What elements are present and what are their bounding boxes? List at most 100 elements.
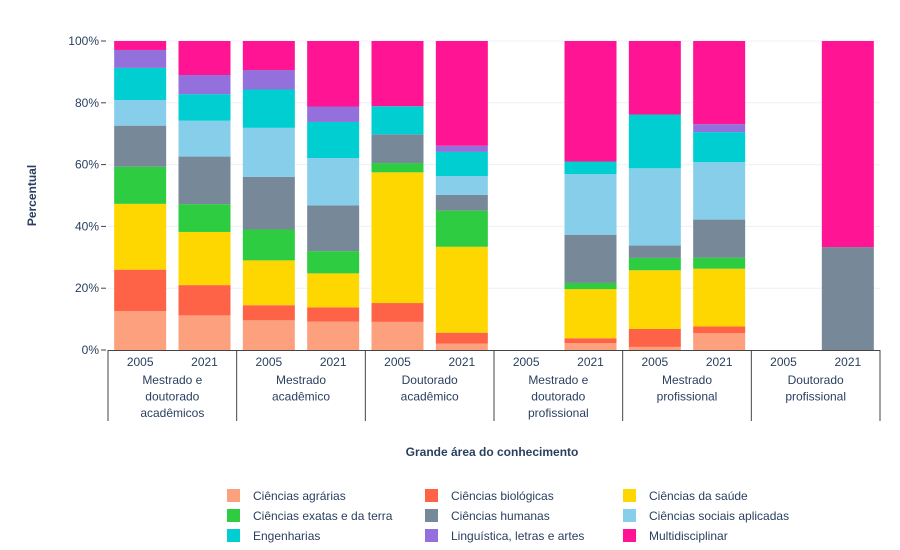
bar-segment bbox=[114, 125, 167, 167]
group-label: Mestrado e bbox=[142, 373, 202, 387]
group-label: acadêmico bbox=[272, 390, 330, 404]
bar-segment bbox=[242, 127, 295, 177]
bar-segment bbox=[693, 124, 746, 133]
bar-segment bbox=[628, 346, 681, 350]
bar-segment bbox=[435, 210, 488, 247]
group-label: profissional bbox=[657, 390, 718, 404]
bar-segment bbox=[693, 268, 746, 327]
y-tick-label: 0% bbox=[82, 343, 100, 357]
bar-segment bbox=[178, 156, 231, 205]
bar-segment bbox=[371, 41, 424, 107]
bar-segment bbox=[693, 41, 746, 125]
bar-segment bbox=[564, 282, 617, 290]
bar-segment bbox=[242, 89, 295, 128]
bar-segment bbox=[435, 194, 488, 211]
legend-swatch bbox=[227, 489, 240, 502]
bar-segment bbox=[564, 161, 617, 175]
bar-segment bbox=[242, 260, 295, 306]
y-tick-label: 20% bbox=[75, 281, 99, 295]
bar-segment bbox=[435, 151, 488, 177]
group-label: Mestrado e bbox=[528, 373, 588, 387]
bar-segment bbox=[628, 257, 681, 271]
y-tick-label: 40% bbox=[75, 219, 99, 233]
bar-segment bbox=[371, 172, 424, 304]
bar-segment bbox=[564, 174, 617, 235]
bar-segment bbox=[435, 145, 488, 152]
x-tick-label: 2021 bbox=[706, 355, 733, 369]
bar-segment bbox=[628, 328, 681, 347]
bar-segment bbox=[564, 343, 617, 350]
group-label: Doutorado bbox=[402, 373, 458, 387]
bar-segment bbox=[242, 176, 295, 230]
legend-label: Ciências humanas bbox=[451, 509, 550, 523]
y-axis-title: Percentual bbox=[25, 165, 39, 226]
x-tick-label: 2005 bbox=[513, 355, 540, 369]
bar-segment bbox=[307, 158, 360, 206]
bar-segment bbox=[307, 321, 360, 350]
bar-segment bbox=[371, 134, 424, 164]
bar-segment bbox=[114, 49, 167, 68]
legend-swatch bbox=[623, 489, 636, 502]
bar-segment bbox=[435, 41, 488, 146]
bar-segment bbox=[628, 168, 681, 246]
legend-swatch bbox=[623, 529, 636, 542]
bar-segment bbox=[242, 305, 295, 321]
bar-segment bbox=[178, 231, 231, 286]
y-tick-label: 80% bbox=[75, 96, 99, 110]
group-label: acadêmico bbox=[401, 390, 459, 404]
legend-label: Engenharias bbox=[253, 529, 320, 543]
bar-segment bbox=[628, 41, 681, 115]
bar-segment bbox=[114, 100, 167, 126]
group-label: acadêmicos bbox=[140, 406, 204, 420]
group-label: doutorado bbox=[531, 390, 585, 404]
group-label: doutorado bbox=[145, 390, 199, 404]
x-tick-label: 2021 bbox=[320, 355, 347, 369]
x-tick-label: 2005 bbox=[770, 355, 797, 369]
bar-segment bbox=[178, 285, 231, 316]
bar-segment bbox=[114, 67, 167, 101]
bar-segment bbox=[114, 203, 167, 270]
bar-segment bbox=[178, 74, 231, 95]
bar-segment bbox=[242, 320, 295, 350]
bar-segment bbox=[307, 251, 360, 274]
bar-segment bbox=[178, 204, 231, 232]
bar-segment bbox=[821, 41, 874, 248]
x-tick-label: 2021 bbox=[191, 355, 218, 369]
legend-label: Ciências sociais aplicadas bbox=[649, 509, 789, 523]
x-tick-label: 2005 bbox=[127, 355, 154, 369]
bar-segment bbox=[307, 307, 360, 322]
x-tick-label: 2005 bbox=[384, 355, 411, 369]
bar-segment bbox=[114, 269, 167, 312]
bar-segment bbox=[242, 70, 295, 90]
legend-label: Multidisciplinar bbox=[649, 529, 728, 543]
bar-segment bbox=[307, 273, 360, 308]
y-tick-label: 60% bbox=[75, 158, 99, 172]
bar-segment bbox=[693, 257, 746, 269]
legend-swatch bbox=[425, 509, 438, 522]
x-axis-title: Grande área do conhecimento bbox=[406, 445, 579, 459]
bar-segment bbox=[178, 94, 231, 121]
group-label: profissional bbox=[528, 406, 589, 420]
x-tick-label: 2005 bbox=[255, 355, 282, 369]
bar-segment bbox=[435, 176, 488, 195]
group-label: Mestrado bbox=[276, 373, 326, 387]
x-tick-label: 2021 bbox=[834, 355, 861, 369]
bar-segment bbox=[564, 289, 617, 339]
bar-segment bbox=[693, 326, 746, 334]
bar-segment bbox=[371, 321, 424, 350]
bar-segment bbox=[693, 132, 746, 163]
legend-swatch bbox=[425, 529, 438, 542]
bar-segment bbox=[435, 246, 488, 333]
bar-segment bbox=[564, 338, 617, 344]
bar-segment bbox=[307, 121, 360, 159]
bar-segment bbox=[114, 311, 167, 350]
legend-swatch bbox=[425, 489, 438, 502]
legend-label: Ciências da saúde bbox=[649, 489, 748, 503]
bar-segment bbox=[821, 247, 874, 350]
bar-segment bbox=[564, 41, 617, 162]
legend-label: Ciências agrárias bbox=[253, 489, 346, 503]
x-tick-label: 2021 bbox=[577, 355, 604, 369]
bar-segment bbox=[178, 315, 231, 350]
bar-segment bbox=[693, 162, 746, 220]
bar-segment bbox=[307, 205, 360, 252]
